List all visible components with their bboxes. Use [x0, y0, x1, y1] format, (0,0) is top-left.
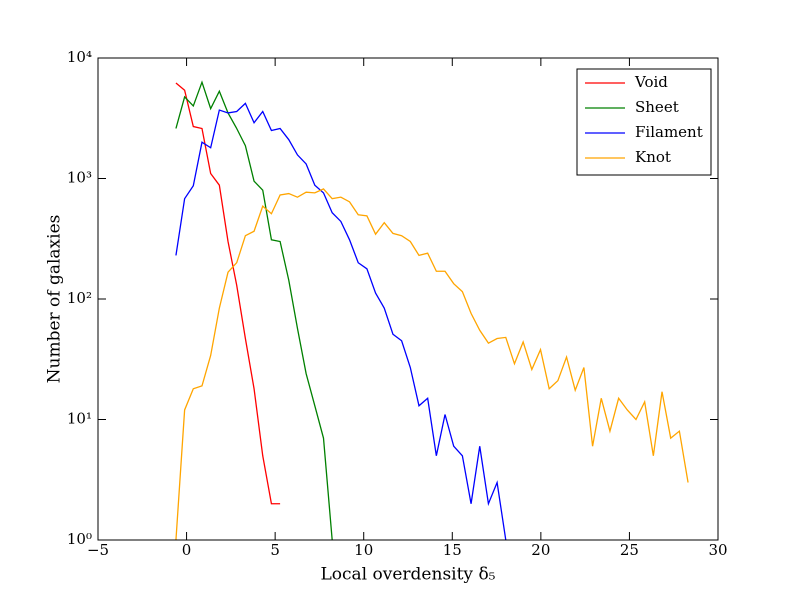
x-tick-label: 10: [354, 541, 373, 559]
y-tick-label: 10³: [67, 169, 92, 187]
y-tick-label: 10¹: [67, 410, 92, 428]
legend-label: Knot: [635, 148, 671, 166]
series-line: [175, 82, 281, 505]
x-tick-label: 25: [620, 541, 639, 559]
x-tick-label: 0: [182, 541, 192, 559]
series-line: [175, 80, 333, 540]
x-tick-label: 5: [270, 541, 280, 559]
x-tick-label: 30: [708, 541, 727, 559]
x-tick-label: 15: [443, 541, 462, 559]
y-tick-label: 10⁴: [67, 48, 92, 66]
legend-box: [576, 68, 712, 176]
series-line: [175, 102, 507, 540]
y-tick-label: 10⁰: [67, 530, 92, 548]
y-tick-label: 10²: [67, 289, 92, 307]
series-line: [175, 188, 689, 540]
legend-label: Filament: [635, 123, 703, 141]
x-tick-label: 20: [531, 541, 550, 559]
legend-label: Void: [634, 73, 668, 91]
x-tick-label: −5: [87, 541, 109, 559]
y-axis-label: Number of galaxies: [45, 215, 65, 384]
plot-frame: [97, 57, 719, 541]
legend-label: Sheet: [635, 98, 679, 116]
x-axis-label: Local overdensity δ₅: [321, 565, 496, 585]
